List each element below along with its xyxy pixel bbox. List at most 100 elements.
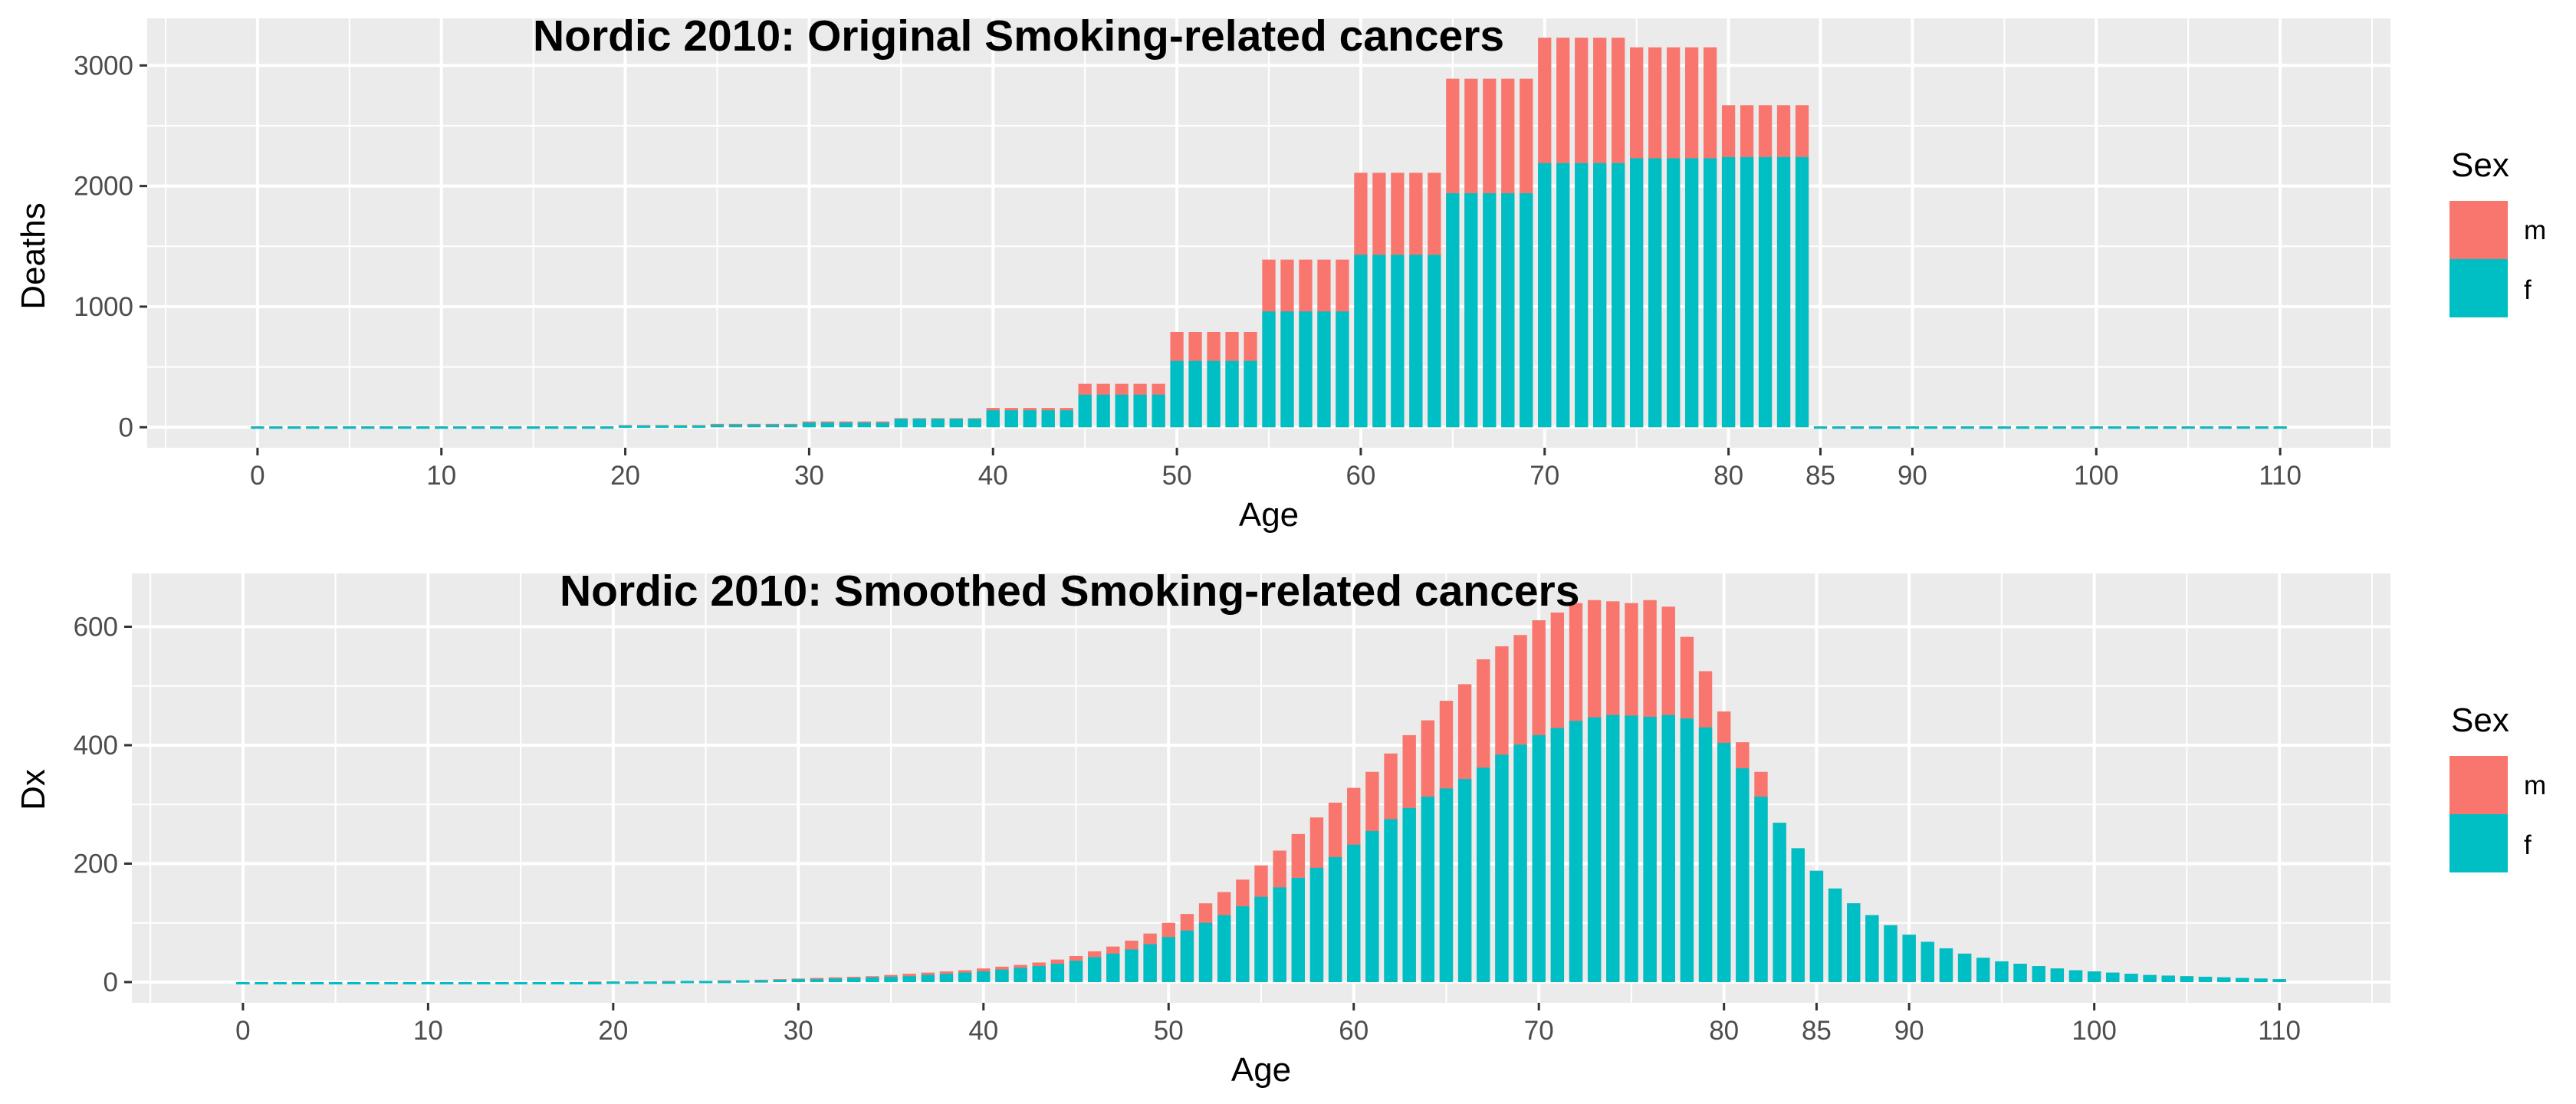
bar-f: [1004, 410, 1018, 428]
bar-f: [2216, 977, 2231, 982]
bar-f: [1446, 193, 1460, 428]
bar-f: [1569, 721, 1583, 982]
x-tick-label: 40: [978, 461, 1008, 491]
bar-f: [1280, 311, 1294, 428]
bar-f: [310, 981, 324, 984]
bar-f: [1041, 410, 1055, 428]
bar-f: [884, 977, 898, 982]
bar-f: [2180, 976, 2194, 982]
x-tick-label: 50: [1162, 461, 1192, 491]
bar-f: [680, 981, 695, 984]
bar-f: [1612, 163, 1625, 428]
bar-f: [839, 422, 853, 428]
bar-f: [857, 422, 871, 428]
bar-f: [1087, 957, 1102, 982]
bar-f: [1495, 754, 1509, 982]
bar-f: [773, 979, 787, 982]
bar-f: [802, 422, 816, 428]
bar-f: [2089, 426, 2103, 429]
bar-f: [458, 981, 472, 984]
bar-f: [1106, 953, 1120, 982]
bar-f: [847, 978, 861, 982]
bar-f: [1365, 831, 1379, 982]
bar-f: [380, 426, 393, 429]
bar-f: [1625, 715, 1638, 982]
bar-f: [1328, 856, 1342, 982]
y-tick-label: 3000: [74, 51, 133, 80]
x-tick-label: 80: [1714, 461, 1743, 491]
bar-f: [508, 426, 522, 429]
chart-original: 0 1000 2000 3000 0 10 20 30 40 50 60 70 80 85 90 100 110…: [15, 12, 2546, 534]
legend: Sex m f: [2450, 702, 2546, 872]
x-tick-label: 0: [250, 461, 264, 491]
bar-f: [347, 981, 361, 984]
chart-smoothed: 0 200 400 600 0 10 20 30 40 50 60 70 80 85 90 100 110 No…: [15, 567, 2546, 1089]
legend-key-m: [2450, 201, 2508, 259]
bar-f: [527, 426, 540, 429]
bar-f: [820, 422, 835, 428]
bar-f: [421, 981, 435, 984]
bar-f: [1587, 717, 1602, 982]
bar-f: [2106, 972, 2120, 982]
bar-f: [1069, 961, 1083, 982]
bar-f: [1354, 255, 1368, 428]
chart-title: Nordic 2010: Original Smoking-related ca…: [533, 12, 1504, 61]
bar-f: [1575, 163, 1589, 428]
x-tick-label: 85: [1802, 1016, 1832, 1046]
bar-f: [2198, 977, 2213, 982]
x-tick-label: 20: [598, 1016, 628, 1046]
bar-f: [1162, 937, 1175, 982]
bar-f: [939, 974, 954, 982]
bar-f: [1236, 906, 1250, 982]
bar-f: [1648, 158, 1662, 428]
x-axis-title: Age: [1239, 496, 1299, 534]
bar-f: [636, 426, 651, 429]
bar-f: [1736, 768, 1750, 982]
bar-f: [1593, 163, 1607, 428]
x-tick-label: 70: [1524, 1016, 1554, 1046]
bar-f: [1680, 718, 1694, 982]
bar-f: [1630, 158, 1644, 428]
x-tick-label: 100: [2074, 461, 2118, 491]
bar-f: [1643, 716, 1657, 982]
bar-f: [1532, 734, 1546, 982]
x-tick-label: 50: [1154, 1016, 1184, 1046]
bar-f: [698, 981, 713, 984]
bar-f: [784, 424, 798, 428]
bar-f: [1225, 360, 1239, 428]
bar-f: [625, 981, 639, 984]
bar-f: [550, 981, 565, 984]
bar-f: [1740, 156, 1754, 428]
bar-f: [273, 981, 287, 984]
bar-f: [655, 426, 669, 429]
bar-f: [1924, 426, 1938, 429]
bar-f: [1299, 311, 1313, 428]
bar-f: [986, 410, 1000, 428]
bar-f: [1096, 394, 1110, 428]
bar-f: [1556, 163, 1570, 428]
axis-ticks: 0 1000 2000 3000 0 10 20 30 40 50 60 70 80 85 90 100 110: [74, 51, 2302, 491]
bar-f: [921, 974, 935, 982]
bar-f: [472, 426, 485, 429]
y-axis-title: Dx: [15, 769, 52, 810]
bar-f: [1997, 426, 2011, 429]
x-tick-label: 30: [794, 461, 824, 491]
bar-f: [402, 981, 416, 984]
bar-f: [765, 424, 780, 428]
bar-f: [1032, 966, 1046, 982]
x-tick-label: 70: [1530, 461, 1559, 491]
bar-f: [2013, 964, 2027, 982]
bar-f: [1217, 915, 1231, 982]
bar-f: [1014, 968, 1027, 982]
bar-f: [2016, 426, 2029, 429]
bar-f: [1661, 715, 1675, 982]
bar-f: [1887, 426, 1901, 429]
bar-f: [581, 426, 596, 429]
axis-ticks: 0 200 400 600 0 10 20 30 40 50 60 70 80 85 90 100 110: [74, 613, 2301, 1046]
legend-title: Sex: [2451, 702, 2509, 739]
bar-f: [902, 976, 916, 982]
bar-f: [968, 419, 981, 428]
y-tick-label: 0: [119, 412, 133, 442]
legend-key-f: [2450, 259, 2508, 317]
bar-f: [1979, 426, 1993, 429]
